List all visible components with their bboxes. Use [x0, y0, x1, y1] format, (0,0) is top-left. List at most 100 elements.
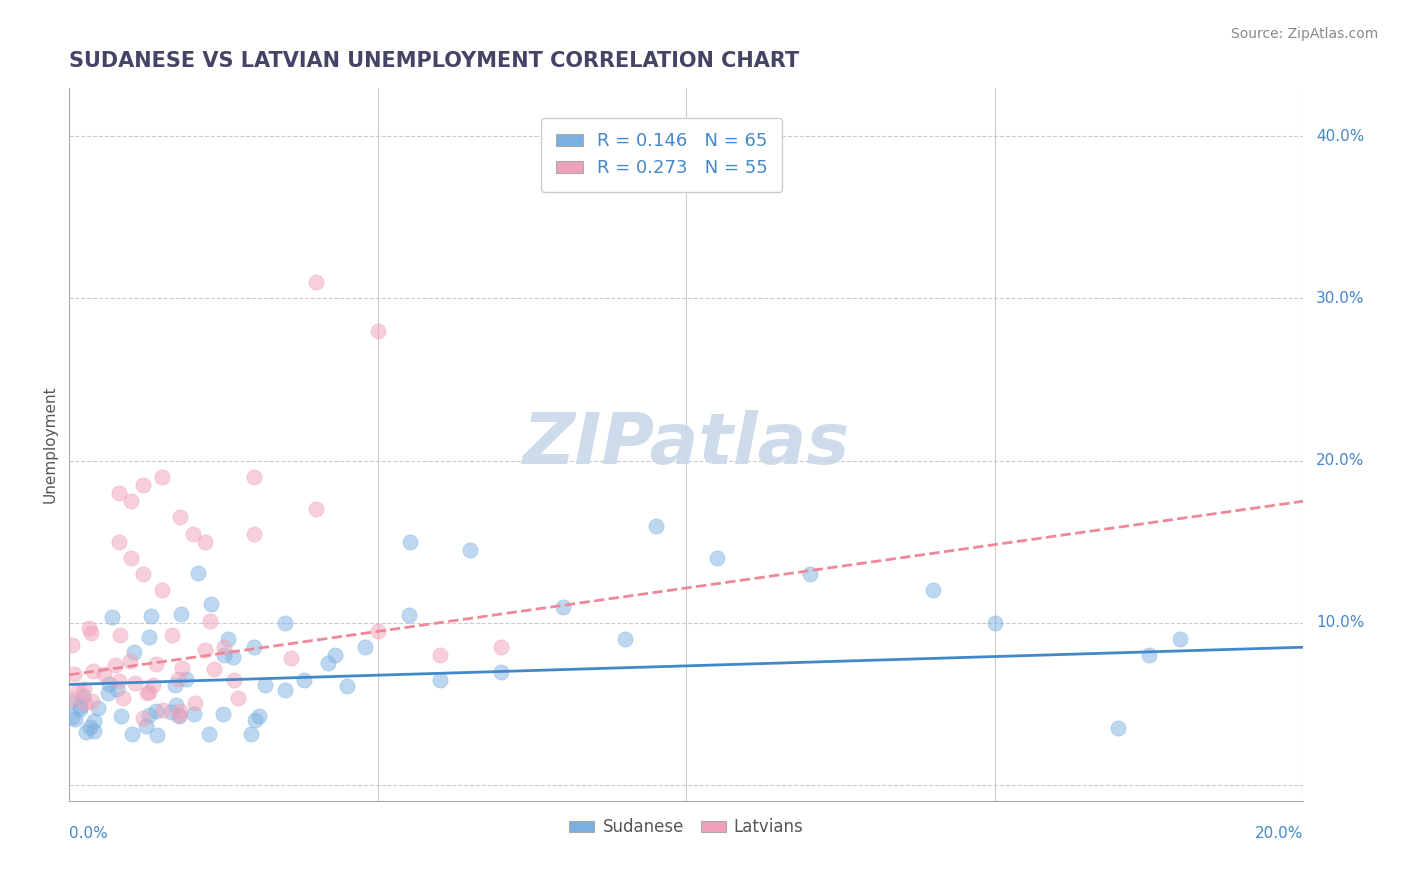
Y-axis label: Unemployment: Unemployment [44, 385, 58, 503]
Point [169, 510, 191, 524]
Point [79, 621, 101, 635]
Point [139, 609, 162, 624]
Point [104, 658, 127, 673]
Point [163, 678, 186, 692]
Point [644, 518, 666, 533]
Point [198, 614, 221, 628]
Point [93, 667, 115, 681]
Point [60, 709, 83, 723]
Point [132, 478, 155, 492]
Point [172, 661, 194, 675]
Point [174, 672, 197, 686]
Point [429, 648, 451, 663]
Point [63, 712, 86, 726]
Point [181, 526, 204, 541]
Point [222, 673, 245, 687]
Point [107, 534, 129, 549]
Point [80, 625, 103, 640]
Point [150, 583, 173, 598]
Point [160, 706, 183, 720]
Point [97, 676, 120, 690]
Point [336, 679, 359, 693]
Point [122, 645, 145, 659]
Point [108, 673, 131, 688]
Point [187, 566, 209, 580]
Point [613, 632, 636, 646]
Point [83, 723, 105, 738]
Point [1168, 632, 1191, 646]
Point [145, 657, 167, 672]
Point [429, 673, 451, 687]
Point [274, 615, 297, 630]
Point [167, 708, 190, 723]
Point [212, 640, 235, 655]
Text: 30.0%: 30.0% [1316, 291, 1364, 306]
Point [183, 696, 205, 710]
Point [67, 683, 90, 698]
Point [79, 720, 101, 734]
Point [69, 702, 91, 716]
Point [152, 703, 174, 717]
Point [135, 719, 157, 733]
Point [121, 727, 143, 741]
Point [226, 690, 249, 705]
Point [72, 689, 94, 703]
Text: 0.0%: 0.0% [69, 826, 108, 841]
Point [162, 627, 184, 641]
Point [150, 470, 173, 484]
Point [165, 698, 187, 712]
Point [211, 707, 233, 722]
Text: Source: ZipAtlas.com: Source: ZipAtlas.com [1230, 27, 1378, 41]
Point [243, 640, 266, 655]
Point [318, 657, 340, 671]
Point [489, 665, 512, 679]
Point [69, 698, 91, 713]
Point [112, 691, 135, 706]
Point [167, 673, 190, 687]
Point [132, 567, 155, 582]
Point [120, 654, 142, 668]
Point [120, 494, 142, 508]
Point [73, 681, 96, 696]
Point [60, 692, 83, 706]
Point [75, 696, 97, 710]
Point [1137, 648, 1160, 663]
Point [239, 727, 262, 741]
Point [83, 714, 105, 728]
Point [398, 534, 420, 549]
Point [167, 709, 190, 723]
Point [101, 610, 124, 624]
Point [367, 324, 389, 338]
Text: SUDANESE VS LATVIAN UNEMPLOYMENT CORRELATION CHART: SUDANESE VS LATVIAN UNEMPLOYMENT CORRELA… [69, 51, 800, 70]
Point [105, 682, 128, 697]
Point [247, 709, 270, 723]
Point [132, 711, 155, 725]
Text: 10.0%: 10.0% [1316, 615, 1364, 631]
Point [138, 708, 160, 723]
Point [142, 678, 165, 692]
Text: 20.0%: 20.0% [1256, 826, 1303, 841]
Point [169, 704, 191, 718]
Point [107, 486, 129, 500]
Point [75, 724, 97, 739]
Point [110, 708, 132, 723]
Text: ZIPatlas: ZIPatlas [523, 410, 851, 479]
Point [245, 713, 267, 727]
Point [97, 686, 120, 700]
Point [551, 599, 574, 614]
Point [323, 648, 346, 662]
Point [274, 683, 297, 698]
Legend: Sudanese, Latvians: Sudanese, Latvians [562, 812, 810, 843]
Point [1107, 721, 1129, 735]
Point [82, 664, 104, 678]
Point [60, 638, 83, 652]
Point [212, 648, 235, 663]
Point [305, 275, 328, 289]
Point [82, 693, 104, 707]
Point [200, 597, 222, 611]
Point [145, 704, 167, 718]
Point [197, 727, 219, 741]
Point [398, 607, 420, 622]
Point [799, 567, 821, 582]
Point [120, 551, 142, 566]
